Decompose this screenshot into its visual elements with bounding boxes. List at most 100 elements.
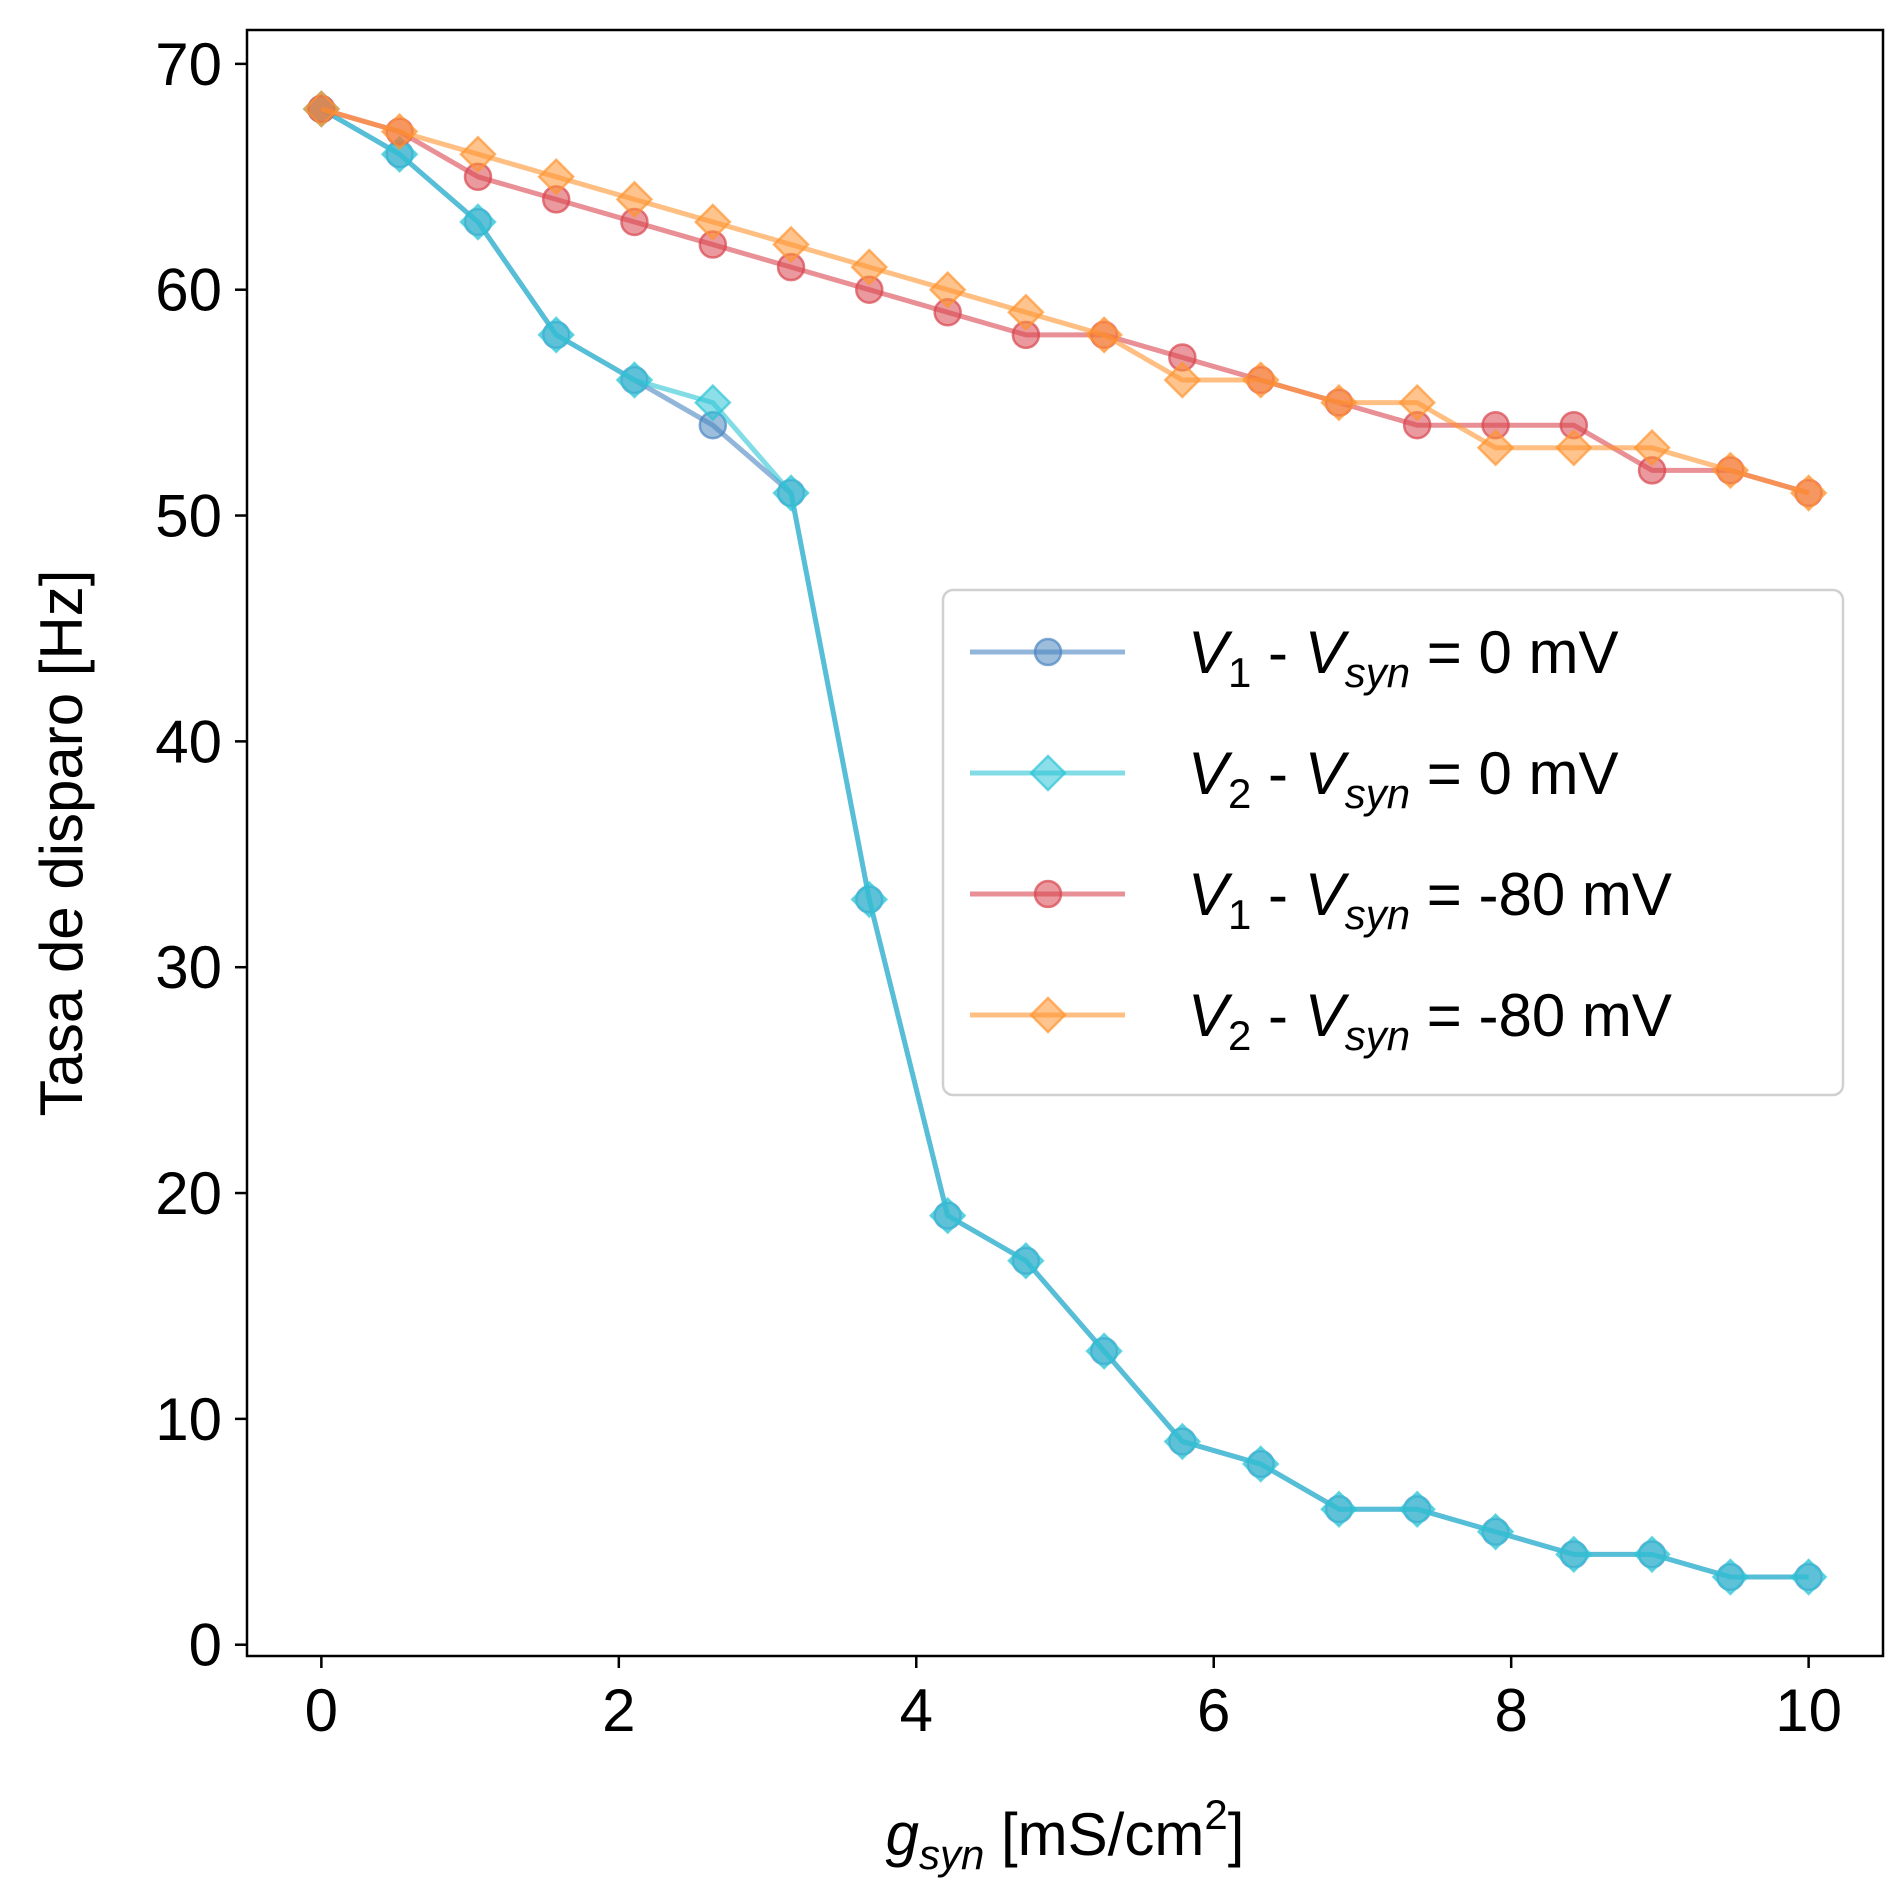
- legend-entry: V1 - Vsyn = -80 mV: [970, 861, 1672, 938]
- legend-label-part: syn: [1345, 649, 1410, 696]
- data-point: [1398, 383, 1436, 422]
- legend-label-part: = 0 mV: [1410, 740, 1618, 807]
- data-point: [1711, 1558, 1750, 1596]
- plot-frame: [245, 28, 1885, 1658]
- data-point: [1789, 1558, 1828, 1596]
- data-point: [1789, 474, 1828, 512]
- data-point: [1241, 361, 1280, 399]
- legend-label-part: = 0 mV: [1410, 619, 1618, 686]
- legend-label: V1 - Vsyn = -80 mV: [1188, 861, 1672, 938]
- legend-label-part: -: [1251, 861, 1304, 928]
- legend-label-part: V: [1188, 861, 1233, 928]
- legend-swatch-marker: [1033, 637, 1063, 667]
- y-tick-label: 0: [189, 1612, 222, 1679]
- legend-label-part: = -80 mV: [1410, 861, 1672, 928]
- data-point: [850, 880, 889, 919]
- x-tick-label: 8: [1494, 1677, 1527, 1744]
- y-tick-label: 40: [155, 708, 222, 775]
- data-point: [1476, 1513, 1515, 1551]
- data-point: [615, 180, 654, 219]
- data-point: [1085, 1332, 1123, 1370]
- legend-swatch-marker: [1029, 754, 1067, 792]
- legend-swatch-marker: [1033, 879, 1063, 909]
- legend-label: V1 - Vsyn = 0 mV: [1188, 619, 1619, 696]
- series-group: [302, 90, 1828, 1596]
- data-point: [459, 135, 497, 173]
- legend-label-part: syn: [1345, 891, 1410, 938]
- data-point: [1476, 429, 1515, 467]
- x-axis-label-unit: [mS/cm: [984, 1801, 1204, 1868]
- data-point: [928, 1196, 967, 1235]
- legend-label-part: V: [1305, 619, 1350, 686]
- legend-label-part: -: [1251, 982, 1304, 1049]
- x-tick-label: 0: [305, 1677, 338, 1744]
- legend-entry: V2 - Vsyn = 0 mV: [970, 740, 1619, 817]
- y-tick-label: 50: [155, 483, 222, 550]
- legend-label-part: 1: [1228, 649, 1251, 696]
- data-point: [1241, 1445, 1280, 1483]
- data-point: [928, 270, 967, 309]
- legend-label-part: 2: [1228, 1012, 1251, 1059]
- legend-label: V2 - Vsyn = 0 mV: [1188, 740, 1619, 817]
- x-tick-label: 6: [1197, 1677, 1230, 1744]
- data-point: [380, 112, 419, 151]
- data-point: [772, 225, 810, 264]
- data-point: [1320, 1490, 1358, 1528]
- series-4: [302, 90, 1828, 512]
- legend-label-part: V: [1305, 982, 1350, 1049]
- data-point: [459, 203, 497, 241]
- legend-label-part: V: [1305, 861, 1350, 928]
- data-point: [1711, 451, 1750, 490]
- data-point: [1555, 429, 1593, 467]
- y-tick-label: 70: [155, 31, 222, 98]
- y-tick-label: 20: [155, 1160, 222, 1227]
- y-tick-label: 30: [155, 934, 222, 1001]
- legend-label-part: 1: [1228, 891, 1251, 938]
- legend-label-part: V: [1305, 740, 1350, 807]
- legend-label-part: 2: [1228, 770, 1251, 817]
- data-point: [694, 383, 732, 422]
- x-tick-label: 2: [602, 1677, 635, 1744]
- legend-label-part: V: [1188, 740, 1233, 807]
- y-tick-label: 10: [155, 1386, 222, 1453]
- x-axis-label: gsyn [mS/cm2]: [886, 1791, 1245, 1878]
- y-tick-label: 60: [155, 257, 222, 324]
- legend-swatch-marker: [1029, 996, 1067, 1034]
- data-point: [1085, 316, 1123, 354]
- axis-ticks: 0 2 4 6 8 10 0 10 20 30 40 50 60 70: [155, 31, 1842, 1744]
- data-point: [380, 135, 419, 173]
- legend-box: [941, 588, 1845, 1097]
- legend-label-part: -: [1251, 740, 1304, 807]
- data-point: [1163, 1422, 1202, 1461]
- legend-label-part: -: [1251, 619, 1304, 686]
- data-point: [1163, 361, 1202, 399]
- legend-entry: V2 - Vsyn = -80 mV: [970, 982, 1672, 1059]
- legend-label: V2 - Vsyn = -80 mV: [1188, 982, 1672, 1059]
- legend-label-part: V: [1188, 619, 1233, 686]
- data-point: [302, 90, 341, 128]
- x-tick-label: 4: [900, 1677, 933, 1744]
- data-point: [1398, 1490, 1436, 1528]
- data-point: [1555, 1535, 1593, 1574]
- data-point: [850, 248, 889, 286]
- data-point: [615, 361, 654, 399]
- data-point: [1007, 1242, 1045, 1280]
- data-point: [772, 474, 810, 512]
- data-point: [537, 158, 575, 196]
- data-point: [537, 316, 575, 354]
- x-axis-label-close: ]: [1228, 1801, 1245, 1868]
- data-point: [1320, 383, 1358, 422]
- data-point: [694, 203, 732, 241]
- data-point: [1633, 1535, 1671, 1574]
- x-axis-label-main: g: [886, 1801, 919, 1868]
- y-axis-label: Tasa de disparo [Hz]: [28, 570, 95, 1117]
- legend-entry: V1 - Vsyn = 0 mV: [970, 619, 1619, 696]
- legend-label-part: = -80 mV: [1410, 982, 1672, 1049]
- x-axis-label-sub: syn: [919, 1831, 984, 1878]
- legend-label-part: syn: [1345, 1012, 1410, 1059]
- x-axis-label-sup: 2: [1204, 1791, 1227, 1838]
- legend-label-part: syn: [1345, 770, 1410, 817]
- legend-label-part: V: [1188, 982, 1233, 1049]
